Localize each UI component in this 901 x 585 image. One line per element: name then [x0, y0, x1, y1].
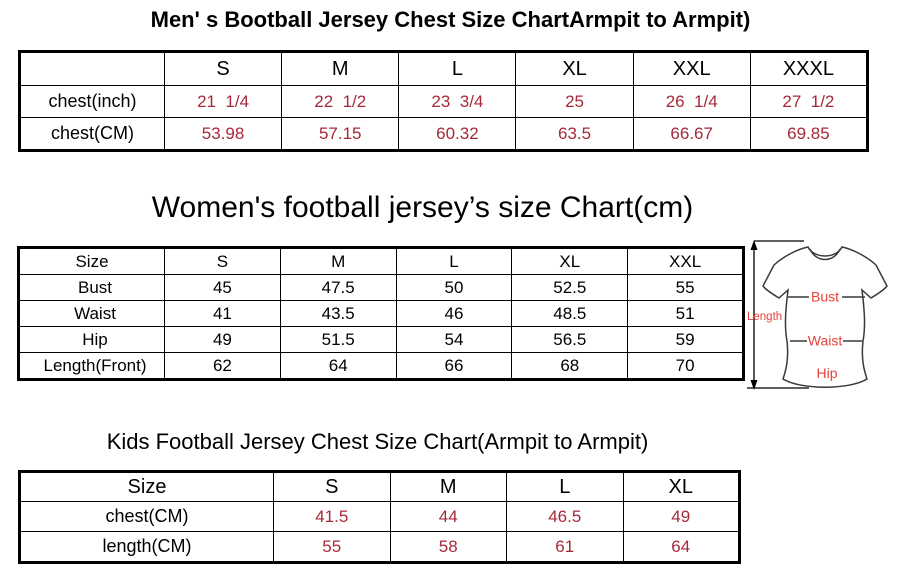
tshirt-outline-icon — [762, 246, 888, 388]
men-size-table: S M L XL XXL XXXL chest(inch) 21 1/4 22 1/2 23 3/… — [18, 50, 869, 152]
row-label: Waist — [18, 300, 165, 327]
bust-label: Bust — [811, 289, 839, 305]
column-header: L — [398, 51, 517, 86]
cell-value: 66 — [395, 352, 513, 380]
women-size-table: Size S M L XL XXL Bust 45 47.5 50 52.5 55 Waist 41 43.… — [17, 246, 745, 381]
column-header: M — [389, 471, 507, 502]
column-header: L — [506, 471, 624, 502]
table-row: Length(Front) 62 64 66 68 70 — [18, 352, 744, 380]
table-row: chest(inch) 21 1/4 22 1/2 23 3/4 25 26 1/4 27 … — [19, 85, 869, 118]
column-header: XXL — [627, 247, 744, 275]
cell-value: 44 — [389, 501, 507, 532]
cell-value: 49 — [622, 501, 740, 532]
kids-size-table: Size S M L XL chest(CM) 41.5 44 46.5 49 length(CM)… — [18, 470, 741, 564]
column-header: L — [395, 247, 513, 275]
cell-value: 54 — [395, 326, 513, 353]
cell-value: 50 — [395, 274, 513, 301]
length-label: Length — [747, 311, 782, 323]
cell-value: 63.5 — [515, 117, 634, 151]
column-header: XXL — [632, 51, 751, 86]
cell-value: 57.15 — [281, 117, 400, 151]
column-header: M — [281, 51, 400, 86]
row-label: chest(inch) — [19, 85, 165, 118]
table-row: length(CM) 55 58 61 64 — [19, 531, 740, 563]
cell-value: 43.5 — [279, 300, 397, 327]
cell-value: 56.5 — [511, 326, 629, 353]
women-chart-title: Women's football jersey’s size Chart(cm) — [151, 191, 694, 224]
cell-value: 51 — [627, 300, 744, 327]
cell-value: 64 — [622, 531, 740, 563]
cell-value: 58 — [389, 531, 507, 563]
cell-value: 41 — [164, 300, 281, 327]
cell-value: 49 — [164, 326, 281, 353]
column-header: M — [279, 247, 397, 275]
column-header: Size — [19, 471, 274, 502]
cell-value: 48.5 — [511, 300, 629, 327]
column-header: S — [164, 247, 281, 275]
cell-value: 55 — [627, 274, 744, 301]
cell-value: 66.67 — [632, 117, 751, 151]
hip-label: Hip — [816, 365, 837, 381]
cell-value: 62 — [164, 352, 281, 380]
tshirt-measurement-diagram: Length Bust Waist Hip — [747, 240, 888, 390]
cell-value: 21 1/4 — [163, 85, 283, 118]
cell-value: 27 1/2 — [749, 85, 869, 118]
table-row: Bust 45 47.5 50 52.5 55 — [18, 274, 744, 301]
cell-value: 59 — [627, 326, 744, 353]
cell-value: 47.5 — [279, 274, 397, 301]
cell-value: 60.32 — [398, 117, 517, 151]
cell-value: 53.98 — [163, 117, 283, 151]
row-label: chest(CM) — [19, 117, 165, 151]
column-header: S — [273, 471, 391, 502]
measure-lines — [788, 296, 865, 342]
row-label: Length(Front) — [18, 352, 165, 380]
cell-value: 26 1/4 — [632, 85, 751, 118]
cell-value: 46 — [395, 300, 513, 327]
column-header: XL — [622, 471, 740, 502]
men-chart-title: Men' s Bootball Jersey Chest Size ChartA… — [150, 7, 751, 32]
cell-value: 46.5 — [506, 501, 624, 532]
cell-value: 69.85 — [749, 117, 869, 151]
cell-value: 70 — [627, 352, 744, 380]
table-row: chest(CM) 41.5 44 46.5 49 — [19, 501, 740, 532]
cell-value: 45 — [164, 274, 281, 301]
column-header: Size — [18, 247, 165, 275]
cell-value: 51.5 — [279, 326, 397, 353]
cell-value: 68 — [511, 352, 629, 380]
column-header: XXXL — [749, 51, 869, 86]
cell-value: 55 — [273, 531, 391, 563]
table-row: chest(CM) 53.98 57.15 60.32 63.5 66.67 69.85 — [19, 117, 869, 151]
column-header — [19, 51, 165, 86]
row-label: Hip — [18, 326, 165, 353]
row-label: chest(CM) — [19, 501, 274, 532]
cell-value: 52.5 — [511, 274, 629, 301]
waist-label: Waist — [808, 333, 843, 349]
row-label: length(CM) — [19, 531, 274, 563]
table-row: Hip 49 51.5 54 56.5 59 — [18, 326, 744, 353]
column-header: XL — [511, 247, 629, 275]
cell-value: 64 — [279, 352, 397, 380]
table-row: Waist 41 43.5 46 48.5 51 — [18, 300, 744, 327]
column-header: S — [163, 51, 283, 86]
cell-value: 61 — [506, 531, 624, 563]
cell-value: 22 1/2 — [281, 85, 400, 118]
kids-chart-title: Kids Football Jersey Chest Size Chart(Ar… — [106, 429, 649, 454]
row-label: Bust — [18, 274, 165, 301]
cell-value: 41.5 — [273, 501, 391, 532]
cell-value: 25 — [515, 85, 634, 118]
length-arrow-icon — [747, 240, 809, 390]
cell-value: 23 3/4 — [398, 85, 517, 118]
column-header: XL — [515, 51, 634, 86]
